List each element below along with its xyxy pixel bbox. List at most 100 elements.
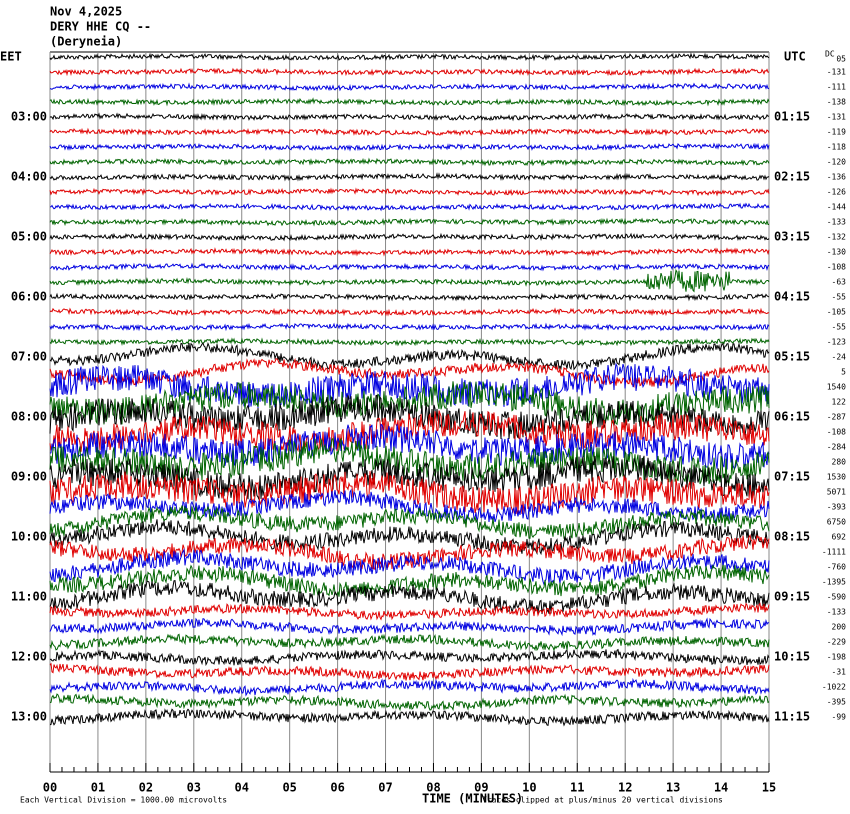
trace xyxy=(49,217,770,227)
x-tick-label: 04 xyxy=(235,781,249,795)
dc-offset: -31 xyxy=(832,668,847,677)
dc-offset: -138 xyxy=(827,98,846,107)
dc-offset: -1395 xyxy=(822,578,846,587)
dc-offset: -144 xyxy=(827,203,846,212)
trace xyxy=(49,708,770,727)
trace xyxy=(49,580,770,615)
utc-label: 08:15 xyxy=(774,530,810,544)
dc-offset: 122 xyxy=(832,398,847,407)
utc-label: 09:15 xyxy=(774,590,810,604)
dc-offset: -99 xyxy=(832,713,847,722)
dc-offset: 280 xyxy=(832,458,847,467)
dc-offset: -393 xyxy=(827,503,846,512)
x-tick-label: 08 xyxy=(426,781,440,795)
eet-label: 06:00 xyxy=(11,290,47,304)
dc-offset: -132 xyxy=(827,233,846,242)
utc-label: 06:15 xyxy=(774,410,810,424)
eet-label: 08:00 xyxy=(11,410,47,424)
dc-offset: -395 xyxy=(827,698,846,707)
trace xyxy=(49,142,770,152)
dc-offset: 05 xyxy=(836,55,846,64)
trace xyxy=(49,307,770,317)
x-tick-label: 03 xyxy=(187,781,201,795)
dc-offset: -123 xyxy=(827,338,846,347)
x-tick-label: 14 xyxy=(714,781,728,795)
x-tick-label: 06 xyxy=(330,781,344,795)
dc-offset: -131 xyxy=(827,113,846,122)
trace xyxy=(49,693,770,712)
dc-offset: -198 xyxy=(827,653,846,662)
trace xyxy=(49,341,770,371)
trace xyxy=(49,423,770,470)
dc-offset: -136 xyxy=(827,173,846,182)
dc-offset: -24 xyxy=(832,353,847,362)
trace xyxy=(49,648,770,667)
scale-note: Each Vertical Division = 1000.00 microvo… xyxy=(20,796,227,805)
trace xyxy=(49,97,770,107)
trace xyxy=(49,410,770,453)
dc-offset: -126 xyxy=(827,188,846,197)
dc-offset: -229 xyxy=(827,638,846,647)
utc-label: 07:15 xyxy=(774,470,810,484)
utc-label: 01:15 xyxy=(774,110,810,124)
trace xyxy=(49,337,770,347)
x-tick-label: 02 xyxy=(139,781,153,795)
dc-offset: 200 xyxy=(832,623,847,632)
trace xyxy=(49,52,770,62)
x-tick-label: 01 xyxy=(91,781,105,795)
trace xyxy=(49,202,770,212)
trace xyxy=(49,677,770,697)
dc-offset: -590 xyxy=(827,593,846,602)
eet-label: 09:00 xyxy=(11,470,47,484)
x-tick-label: 00 xyxy=(43,781,57,795)
x-tick-label: 09 xyxy=(474,781,488,795)
trace xyxy=(49,67,770,77)
trace xyxy=(49,505,770,541)
dc-offset: -119 xyxy=(827,128,846,137)
dc-offset: 6750 xyxy=(827,518,846,527)
dc-offset: -1022 xyxy=(822,683,846,692)
eet-label: 03:00 xyxy=(11,110,47,124)
dc-offset: -131 xyxy=(827,68,846,77)
trace xyxy=(49,268,770,293)
left-axis-title: EET xyxy=(0,50,22,64)
right-axis-title: UTC xyxy=(784,50,806,64)
trace xyxy=(49,82,770,92)
trace xyxy=(49,534,770,570)
trace xyxy=(49,157,770,167)
trace xyxy=(49,292,770,302)
trace xyxy=(49,488,770,524)
trace xyxy=(49,564,770,598)
dc-offset: 5 xyxy=(841,368,846,377)
dc-offset: 5071 xyxy=(827,488,846,497)
trace xyxy=(49,362,770,409)
trace xyxy=(49,547,770,586)
trace xyxy=(49,455,770,501)
eet-label: 07:00 xyxy=(11,350,47,364)
eet-label: 05:00 xyxy=(11,230,47,244)
trace xyxy=(49,471,770,515)
date: Nov 4,2025 xyxy=(50,5,122,19)
dc-offset: -55 xyxy=(832,323,847,332)
dc-offset: -105 xyxy=(827,308,846,317)
eet-label: 10:00 xyxy=(11,530,47,544)
clip-note: Traces clipped at plus/minus 20 vertical… xyxy=(482,796,723,805)
dc-offset: 1530 xyxy=(827,473,846,482)
x-tick-label: 11 xyxy=(570,781,584,795)
eet-label: 11:00 xyxy=(11,590,47,604)
dc-offset: 1540 xyxy=(827,383,846,392)
dc-offset: -63 xyxy=(832,278,847,287)
eet-label: 04:00 xyxy=(11,170,47,184)
x-tick-label: 15 xyxy=(762,781,776,795)
station: DERY HHE CQ -- xyxy=(50,20,151,34)
dc-title: DC xyxy=(825,50,835,59)
trace xyxy=(49,322,770,332)
dc-offset: -1111 xyxy=(822,548,846,557)
x-tick-label: 13 xyxy=(666,781,680,795)
x-tick-label: 12 xyxy=(618,781,632,795)
x-tick-label: 05 xyxy=(282,781,296,795)
dc-offset: -284 xyxy=(827,443,846,452)
dc-offset: -287 xyxy=(827,413,846,422)
x-tick-label: 07 xyxy=(378,781,392,795)
